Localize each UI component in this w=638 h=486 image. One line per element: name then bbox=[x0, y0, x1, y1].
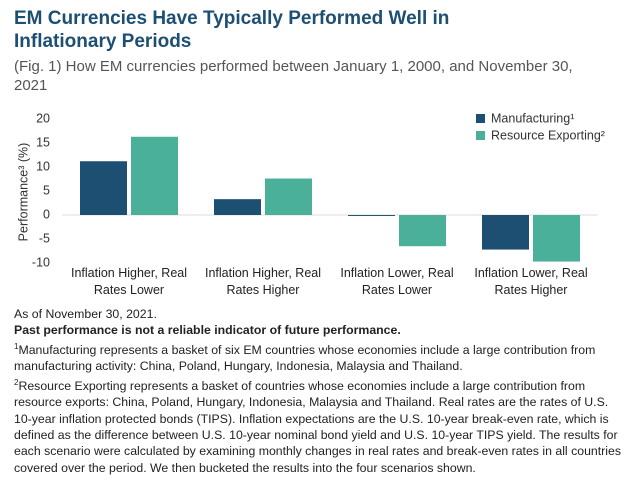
bar bbox=[131, 136, 178, 215]
footnote: 2Resource Exporting represents a basket … bbox=[14, 375, 628, 477]
footnote-marker: 1 bbox=[14, 341, 19, 351]
bar bbox=[533, 215, 580, 262]
y-tick-label: 20 bbox=[36, 111, 50, 125]
y-tick-label: -10 bbox=[32, 255, 50, 269]
bar bbox=[348, 215, 395, 216]
chart: Performance³ (%) -10 -5 0 5 10 15 20 Manufactur… bbox=[16, 111, 605, 269]
as-of: As of November 30, 2021. bbox=[14, 307, 157, 321]
footnote-text: Manufacturing represents a basket of six… bbox=[14, 342, 596, 374]
legend-swatch bbox=[476, 114, 485, 123]
bar bbox=[214, 199, 261, 215]
chart-title: EM Currencies Have Typically Performed W… bbox=[14, 8, 450, 52]
x-tick-label: Inflation Lower, Real Rates Higher bbox=[474, 266, 588, 297]
x-tick-label: Inflation Higher, Real Rates Lower bbox=[70, 266, 188, 297]
y-tick-label: 0 bbox=[43, 207, 50, 221]
y-axis-label: Performance³ (%) bbox=[16, 143, 30, 242]
y-tick-label: 15 bbox=[36, 135, 50, 149]
bar bbox=[482, 215, 529, 250]
y-tick-label: 10 bbox=[36, 159, 50, 173]
x-tick-label: Inflation Higher, Real Rates Higher bbox=[204, 266, 322, 297]
footnote: 1Manufacturing represents a basket of si… bbox=[14, 339, 628, 375]
bar bbox=[80, 161, 127, 215]
y-tick-label: -5 bbox=[39, 231, 50, 245]
legend-label: Resource Exporting² bbox=[491, 128, 605, 142]
notes: As of November 30, 2021. Past performanc… bbox=[14, 306, 628, 476]
legend-swatch bbox=[476, 131, 485, 140]
legend-label: Manufacturing¹ bbox=[491, 111, 574, 125]
x-tick-label: Inflation Lower, Real Rates Lower bbox=[340, 266, 454, 297]
footnote-text: Resource Exporting represents a basket o… bbox=[14, 378, 621, 475]
footnote-marker: 2 bbox=[14, 377, 19, 387]
y-tick-label: 5 bbox=[43, 183, 50, 197]
disclaimer: Past performance is not a reliable indic… bbox=[14, 323, 401, 338]
bar bbox=[265, 178, 312, 215]
chart-subtitle: (Fig. 1) How EM currencies performed bet… bbox=[14, 58, 573, 94]
bar bbox=[399, 215, 446, 247]
